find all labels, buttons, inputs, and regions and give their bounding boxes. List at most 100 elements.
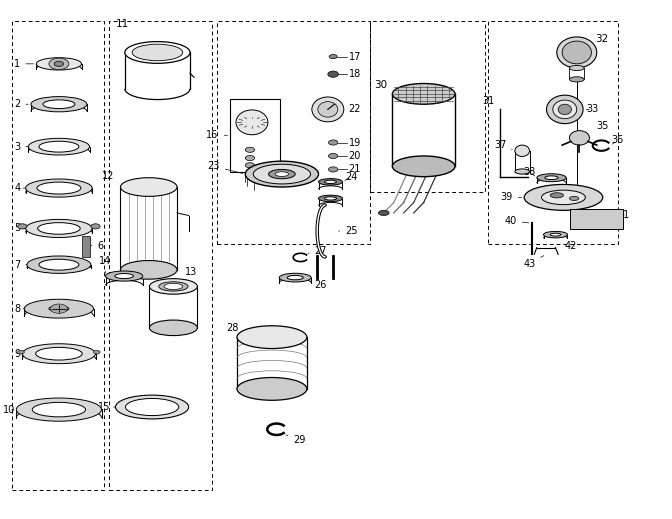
Text: 3: 3 bbox=[14, 142, 28, 152]
Text: 41: 41 bbox=[618, 210, 630, 220]
Ellipse shape bbox=[319, 195, 343, 202]
Ellipse shape bbox=[550, 233, 561, 236]
Ellipse shape bbox=[36, 347, 82, 360]
Ellipse shape bbox=[149, 279, 198, 294]
Ellipse shape bbox=[312, 97, 344, 122]
Ellipse shape bbox=[524, 184, 603, 210]
Ellipse shape bbox=[328, 71, 339, 77]
Text: 13: 13 bbox=[185, 267, 198, 277]
Ellipse shape bbox=[159, 282, 188, 291]
Ellipse shape bbox=[545, 176, 558, 180]
Ellipse shape bbox=[569, 65, 584, 71]
Ellipse shape bbox=[93, 350, 100, 354]
Ellipse shape bbox=[164, 283, 183, 290]
Ellipse shape bbox=[126, 399, 179, 416]
Text: 30: 30 bbox=[374, 79, 387, 90]
Bar bbox=[217, 21, 370, 244]
Text: 12: 12 bbox=[102, 171, 114, 181]
Text: 7: 7 bbox=[14, 260, 27, 270]
Ellipse shape bbox=[236, 110, 268, 135]
Bar bbox=[120, 187, 177, 270]
Text: 11: 11 bbox=[116, 19, 130, 29]
Ellipse shape bbox=[329, 140, 338, 145]
Text: 40: 40 bbox=[505, 216, 529, 226]
Ellipse shape bbox=[32, 402, 85, 417]
Text: 28: 28 bbox=[226, 323, 239, 333]
Ellipse shape bbox=[544, 231, 567, 238]
Text: 16: 16 bbox=[206, 130, 228, 140]
Text: 32: 32 bbox=[595, 34, 609, 44]
Ellipse shape bbox=[515, 145, 530, 157]
Ellipse shape bbox=[329, 167, 338, 172]
Ellipse shape bbox=[116, 395, 189, 419]
Ellipse shape bbox=[318, 102, 338, 117]
Ellipse shape bbox=[245, 161, 319, 187]
Ellipse shape bbox=[26, 179, 92, 197]
Text: 38: 38 bbox=[523, 167, 536, 176]
Ellipse shape bbox=[17, 350, 24, 354]
Bar bbox=[570, 209, 624, 229]
Bar bbox=[109, 21, 212, 490]
Ellipse shape bbox=[120, 177, 177, 196]
Text: 20: 20 bbox=[349, 151, 361, 161]
Bar bbox=[370, 21, 485, 192]
Ellipse shape bbox=[542, 190, 585, 204]
Ellipse shape bbox=[325, 180, 337, 184]
Text: 21: 21 bbox=[349, 165, 361, 174]
Text: 23: 23 bbox=[208, 161, 243, 173]
Ellipse shape bbox=[562, 41, 591, 64]
Ellipse shape bbox=[43, 100, 75, 108]
Ellipse shape bbox=[24, 299, 93, 318]
Bar bbox=[82, 236, 90, 257]
Ellipse shape bbox=[269, 169, 295, 179]
Text: 29: 29 bbox=[286, 434, 306, 445]
Text: 31: 31 bbox=[482, 96, 495, 106]
Ellipse shape bbox=[31, 97, 87, 112]
Text: 4: 4 bbox=[14, 183, 26, 193]
Bar bbox=[230, 99, 280, 171]
Ellipse shape bbox=[237, 326, 307, 349]
Ellipse shape bbox=[537, 174, 566, 182]
Ellipse shape bbox=[49, 58, 69, 70]
Ellipse shape bbox=[392, 84, 455, 104]
Bar bbox=[12, 21, 104, 490]
Ellipse shape bbox=[237, 377, 307, 400]
Bar bbox=[237, 337, 307, 389]
Text: 19: 19 bbox=[349, 138, 361, 147]
Text: 18: 18 bbox=[349, 69, 361, 79]
Text: 9: 9 bbox=[14, 349, 22, 359]
Ellipse shape bbox=[553, 100, 577, 119]
Ellipse shape bbox=[36, 58, 81, 70]
Ellipse shape bbox=[27, 256, 91, 274]
Ellipse shape bbox=[17, 224, 27, 229]
Ellipse shape bbox=[392, 156, 455, 176]
Text: 15: 15 bbox=[99, 402, 116, 412]
Text: 42: 42 bbox=[564, 238, 577, 251]
Ellipse shape bbox=[39, 260, 79, 270]
Ellipse shape bbox=[329, 54, 337, 59]
Ellipse shape bbox=[49, 306, 69, 311]
Text: 5: 5 bbox=[14, 224, 26, 234]
Ellipse shape bbox=[378, 210, 389, 215]
Ellipse shape bbox=[125, 42, 190, 63]
Text: 6: 6 bbox=[90, 240, 103, 251]
Ellipse shape bbox=[37, 182, 81, 194]
Ellipse shape bbox=[91, 224, 100, 229]
Ellipse shape bbox=[325, 197, 337, 200]
Ellipse shape bbox=[106, 271, 142, 281]
Ellipse shape bbox=[245, 163, 255, 168]
Ellipse shape bbox=[569, 131, 589, 145]
Text: 25: 25 bbox=[339, 226, 358, 236]
Ellipse shape bbox=[39, 141, 79, 152]
Ellipse shape bbox=[22, 344, 95, 364]
Text: 1: 1 bbox=[14, 59, 34, 69]
Ellipse shape bbox=[515, 169, 530, 174]
Text: 37: 37 bbox=[494, 140, 512, 149]
Ellipse shape bbox=[115, 274, 134, 279]
Text: 35: 35 bbox=[596, 121, 608, 131]
Text: 36: 36 bbox=[612, 135, 624, 145]
Ellipse shape bbox=[149, 320, 198, 336]
Text: 10: 10 bbox=[3, 405, 15, 415]
Ellipse shape bbox=[54, 61, 64, 66]
Ellipse shape bbox=[245, 147, 255, 153]
